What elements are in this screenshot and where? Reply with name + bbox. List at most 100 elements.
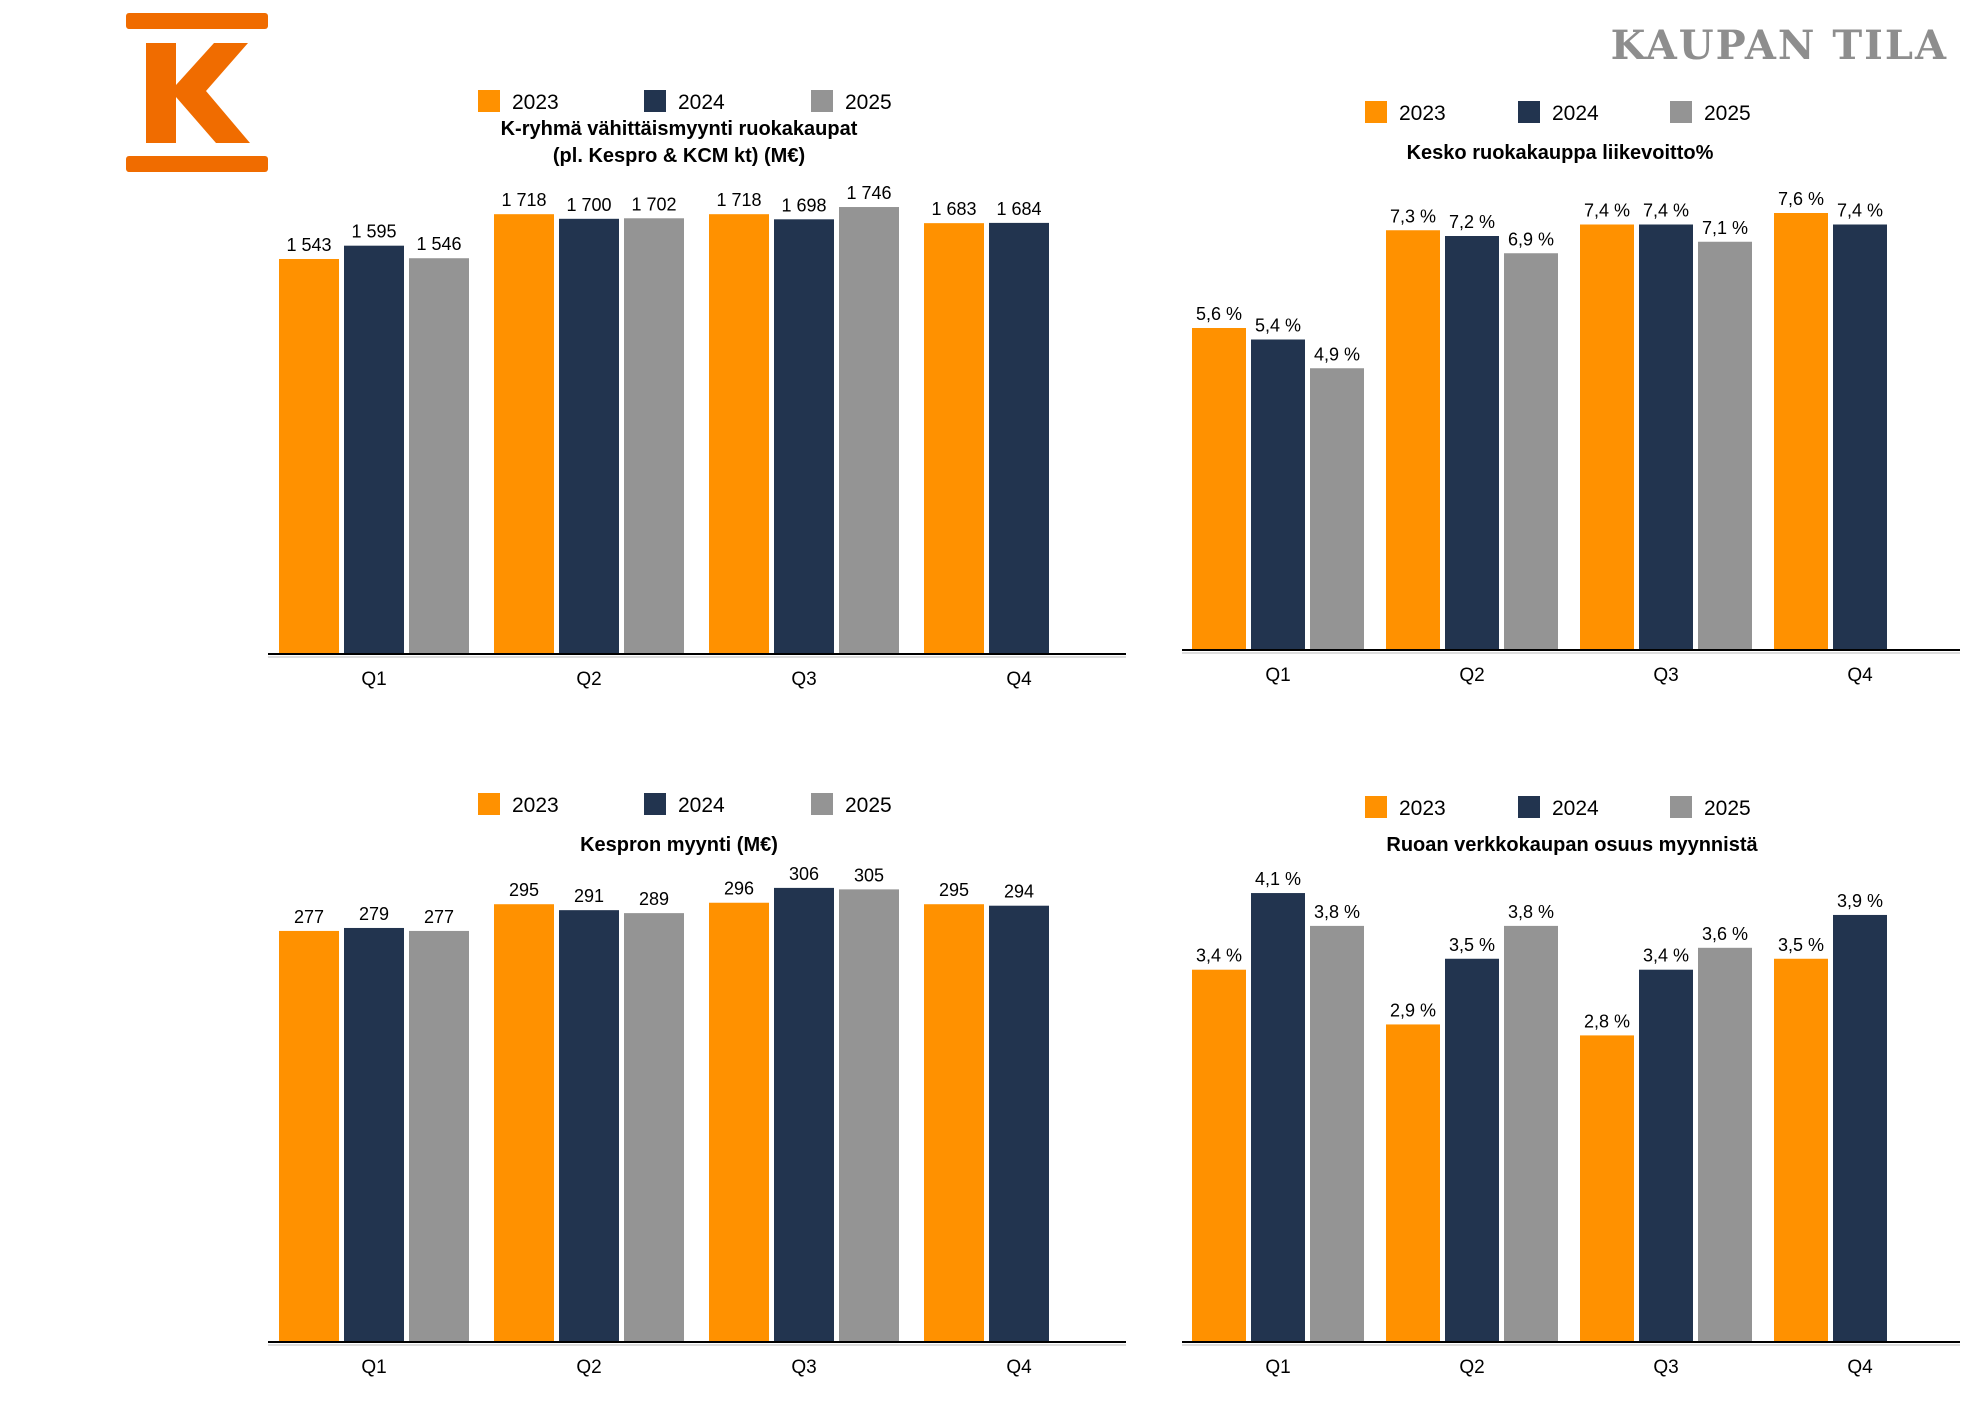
legend-label-2025: 2025 <box>845 794 892 817</box>
data-label: 1 702 <box>631 194 676 214</box>
legend-swatch-2023 <box>478 793 500 815</box>
chart-2: 2023 2024 2025 Kesko ruokakauppa liikevoitt… <box>1182 101 1960 686</box>
data-label: 4,9 % <box>1314 344 1360 364</box>
bar-Q4-2024 <box>1833 224 1887 650</box>
bar-Q1-2025 <box>409 258 469 654</box>
chart-title: Kesko ruokakauppa liikevoitto% <box>1407 142 1714 164</box>
bar-Q2-2025 <box>1504 925 1558 1342</box>
category-label: Q3 <box>791 1357 816 1378</box>
chart-title: Kespron myynti (M€) <box>580 834 778 856</box>
category-label: Q3 <box>791 669 816 690</box>
bar-Q3-2025 <box>1698 947 1752 1342</box>
bar-Q1-2024 <box>1251 339 1305 650</box>
bar-Q1-2025 <box>1310 925 1364 1342</box>
data-label: 279 <box>359 904 389 924</box>
bar-Q2-2025 <box>1504 253 1558 650</box>
category-label: Q2 <box>1459 1357 1484 1378</box>
data-label: 4,1 % <box>1255 869 1301 889</box>
bar-Q3-2023 <box>709 214 769 654</box>
legend-label-2024: 2024 <box>1552 102 1599 125</box>
category-label: Q4 <box>1847 1357 1873 1378</box>
category-label: Q2 <box>576 669 601 690</box>
bar-Q2-2024 <box>559 218 619 655</box>
data-label: 3,4 % <box>1643 946 1689 966</box>
data-label: 295 <box>509 880 539 900</box>
legend-swatch-2023 <box>478 90 500 112</box>
data-label: 291 <box>574 886 604 906</box>
legend-swatch-2025 <box>811 793 833 815</box>
data-label: 5,6 % <box>1196 304 1242 324</box>
bar-Q1-2023 <box>1192 969 1246 1342</box>
data-label: 7,4 % <box>1837 201 1883 221</box>
legend-label-2023: 2023 <box>512 794 559 817</box>
data-label: 3,6 % <box>1702 924 1748 944</box>
legend-label-2023: 2023 <box>1399 102 1446 125</box>
data-label: 1 684 <box>996 199 1041 219</box>
bar-Q3-2025 <box>839 889 899 1342</box>
category-label: Q1 <box>361 1357 386 1378</box>
category-label: Q4 <box>1006 1357 1032 1378</box>
legend-label-2024: 2024 <box>1552 797 1599 820</box>
bar-Q4-2024 <box>989 222 1049 654</box>
bar-Q4-2024 <box>989 905 1049 1342</box>
legend-swatch-2023 <box>1365 796 1387 818</box>
data-label: 7,4 % <box>1643 201 1689 221</box>
data-label: 294 <box>1004 882 1034 902</box>
data-label: 5,4 % <box>1255 316 1301 336</box>
category-label: Q4 <box>1006 669 1032 690</box>
data-label: 289 <box>639 889 669 909</box>
legend-label-2024: 2024 <box>678 794 725 817</box>
data-label: 7,1 % <box>1702 218 1748 238</box>
category-label: Q3 <box>1653 1357 1678 1378</box>
bar-Q3-2024 <box>1639 224 1693 650</box>
bar-Q1-2024 <box>344 927 404 1342</box>
legend-label-2023: 2023 <box>512 91 559 114</box>
bar-Q4-2023 <box>1774 958 1828 1342</box>
legend-swatch-2024 <box>1518 101 1540 123</box>
category-label: Q1 <box>1265 1357 1290 1378</box>
bar-Q4-2024 <box>1833 914 1887 1342</box>
data-label: 295 <box>939 880 969 900</box>
data-label: 277 <box>424 907 454 927</box>
data-label: 1 700 <box>566 195 611 215</box>
data-label: 1 546 <box>416 234 461 254</box>
chart-1: 2023 2024 2025 K-ryhmä vähittäismyynti ruok… <box>268 90 1126 690</box>
bar-Q2-2023 <box>1386 230 1440 650</box>
bar-Q2-2024 <box>1445 958 1499 1342</box>
data-label: 3,5 % <box>1449 935 1495 955</box>
chart-3: 2023 2024 2025 Kespron myynti (M€) 277 279 277… <box>268 793 1126 1378</box>
bar-Q3-2023 <box>1580 224 1634 650</box>
bar-Q4-2023 <box>924 904 984 1342</box>
bar-Q3-2024 <box>1639 969 1693 1342</box>
page-title: KAUPAN TILA <box>1610 22 1948 69</box>
bar-Q2-2025 <box>624 913 684 1342</box>
bar-Q2-2023 <box>1386 1024 1440 1342</box>
data-label: 277 <box>294 907 324 927</box>
data-label: 305 <box>854 865 884 885</box>
legend-swatch-2025 <box>1670 101 1692 123</box>
data-label: 2,8 % <box>1584 1011 1630 1031</box>
data-label: 3,4 % <box>1196 946 1242 966</box>
legend-label-2023: 2023 <box>1399 797 1446 820</box>
bar-Q1-2024 <box>1251 893 1305 1342</box>
bar-Q3-2023 <box>1580 1035 1634 1342</box>
data-label: 1 718 <box>501 190 546 210</box>
chart-4: 2023 2024 2025 Ruoan verkkokaupan osuus myy… <box>1182 796 1960 1378</box>
bar-Q3-2024 <box>774 219 834 654</box>
bar-Q2-2023 <box>494 904 554 1342</box>
bar-Q4-2023 <box>1774 213 1828 650</box>
legend-swatch-2025 <box>1670 796 1692 818</box>
chart-title: Ruoan verkkokaupan osuus myynnistä <box>1386 834 1758 856</box>
legend-swatch-2025 <box>811 90 833 112</box>
legend-swatch-2024 <box>1518 796 1540 818</box>
category-label: Q1 <box>361 669 386 690</box>
data-label: 3,8 % <box>1508 902 1554 922</box>
legend-swatch-2024 <box>644 90 666 112</box>
category-label: Q2 <box>1459 665 1484 686</box>
data-label: 306 <box>789 864 819 884</box>
data-label: 7,3 % <box>1390 206 1436 226</box>
bar-Q2-2024 <box>1445 236 1499 650</box>
legend-label-2025: 2025 <box>1704 797 1751 820</box>
